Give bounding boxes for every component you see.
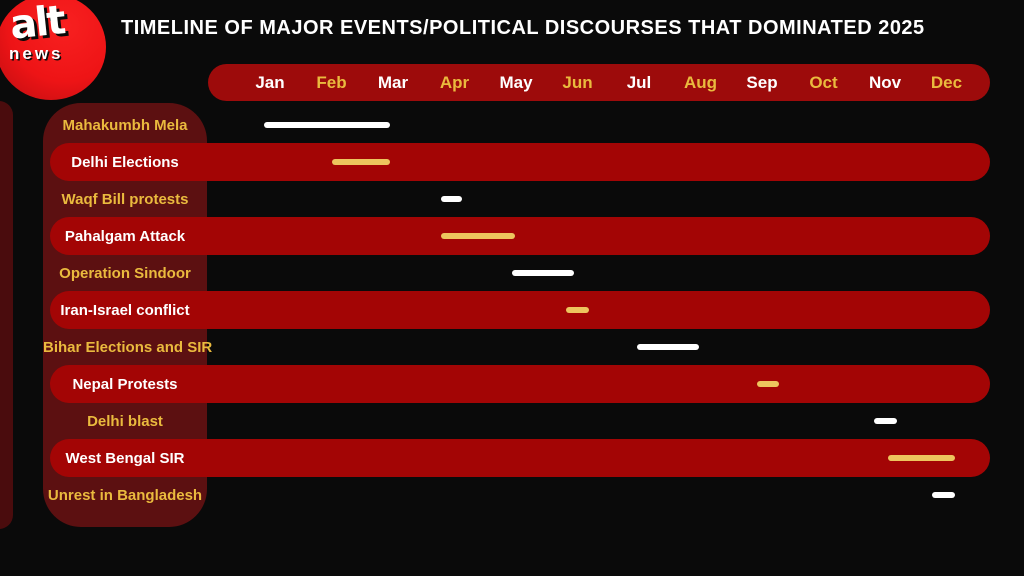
event-label: Delhi Elections: [71, 153, 179, 171]
altnews-logo: alt news: [0, 0, 106, 100]
month-label-nov: Nov: [868, 72, 902, 92]
month-label-may: May: [499, 72, 533, 92]
event-duration-bar: [757, 380, 780, 387]
event-duration-bar: [873, 417, 898, 424]
event-duration-bar: [331, 158, 390, 165]
altnews-logo-word-news: news: [9, 44, 64, 63]
event-duration-bar: [931, 491, 956, 498]
altnews-logo-word-alt: alt: [7, 0, 67, 49]
event-label: Mahakumbh Mela: [62, 116, 188, 134]
event-row-band: [50, 290, 990, 329]
month-label-jul: Jul: [626, 72, 652, 92]
event-label: Pahalgam Attack: [64, 227, 186, 245]
month-label-aug: Aug: [683, 72, 718, 92]
event-label: Bihar Elections and SIR: [43, 338, 213, 356]
event-duration-bar: [440, 232, 515, 239]
event-label: Iran-Israel conflict: [60, 301, 190, 319]
left-accent-strip: [0, 101, 13, 529]
event-duration-bar: [888, 454, 956, 461]
month-axis: Jan Feb Mar Apr May Jun Jul Aug Sep Oct Nov Dec: [208, 64, 990, 101]
month-label-feb: Feb: [316, 72, 347, 92]
event-row-band: [50, 216, 990, 255]
event-duration-bar: [565, 306, 590, 313]
month-label-sep: Sep: [746, 72, 778, 92]
event-row-band: [50, 438, 990, 477]
month-label-jun: Jun: [562, 72, 593, 92]
event-label: Operation Sindoor: [59, 264, 191, 282]
month-label-oct: Oct: [809, 72, 838, 92]
month-label-apr: Apr: [439, 72, 470, 92]
event-label: West Bengal SIR: [65, 449, 185, 467]
event-row-band: [50, 142, 990, 181]
event-row-band: [50, 364, 990, 403]
month-label-dec: Dec: [930, 72, 963, 92]
event-duration-bar: [263, 121, 390, 128]
event-duration-bar: [637, 343, 700, 350]
month-label-mar: Mar: [377, 72, 409, 92]
event-label: Waqf Bill protests: [61, 190, 189, 208]
month-label-jan: Jan: [255, 72, 285, 92]
event-duration-bar: [511, 269, 574, 276]
event-label: Unrest in Bangladesh: [47, 486, 203, 504]
event-label: Nepal Protests: [72, 375, 178, 393]
page-title: TIMELINE OF MAJOR EVENTS/POLITICAL DISCO…: [121, 17, 925, 39]
event-duration-bar: [440, 195, 462, 202]
event-label: Delhi blast: [87, 412, 163, 430]
